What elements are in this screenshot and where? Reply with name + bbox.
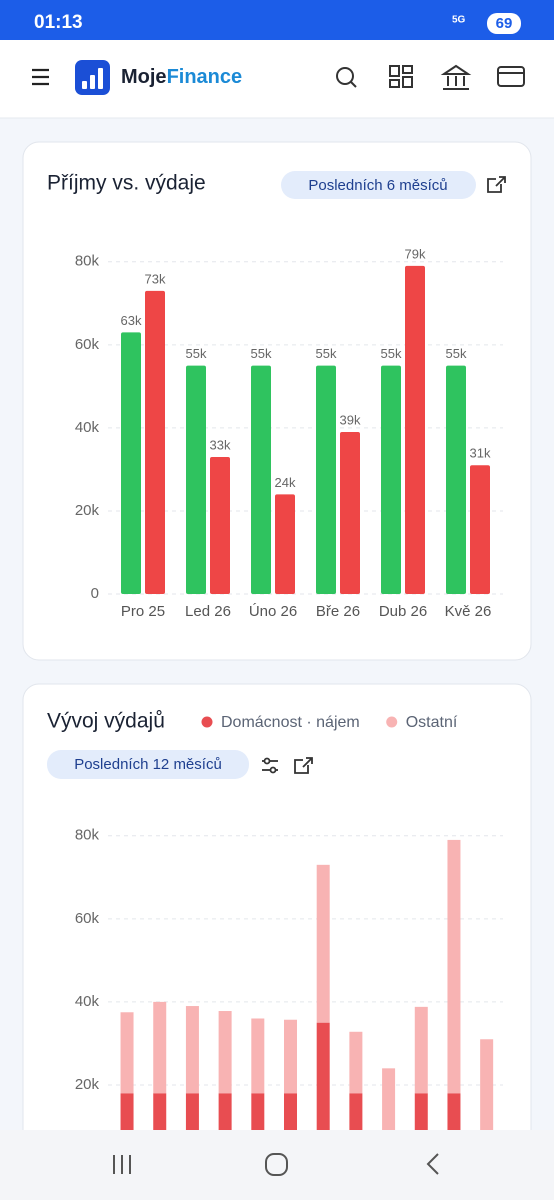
y-tick-label: 60k — [75, 336, 100, 353]
bar-segment — [153, 1001, 167, 1094]
value-label: 55k — [446, 346, 467, 361]
back-button[interactable] — [426, 1153, 439, 1175]
header-icons — [336, 64, 525, 90]
dashboard-button[interactable] — [389, 65, 413, 88]
filter-button[interactable] — [262, 757, 278, 774]
x-tick-label: Pro 25 — [121, 603, 165, 620]
y-tick-label: 20k — [75, 1076, 100, 1093]
bar — [145, 290, 165, 594]
home-button[interactable] — [265, 1153, 288, 1176]
open-button[interactable] — [294, 757, 313, 774]
bar-segment — [120, 1012, 134, 1094]
bar — [470, 465, 490, 594]
value-label: 33k — [210, 437, 231, 452]
value-label: 55k — [186, 346, 207, 361]
bar-segment — [447, 839, 461, 1094]
value-label: 63k — [121, 313, 142, 328]
y-tick-label: 60k — [75, 910, 100, 927]
card-button[interactable] — [497, 66, 525, 87]
bar-segment — [185, 1006, 199, 1094]
x-tick-label: Kvě 26 — [445, 603, 492, 620]
value-label: 31k — [470, 446, 491, 461]
value-label: 79k — [405, 246, 426, 261]
y-tick-label: 40k — [75, 993, 100, 1010]
bar-segment — [251, 1018, 265, 1094]
bar-segment — [316, 864, 330, 1023]
legend: Domácnost · nájem Ostatní — [201, 714, 458, 731]
bar-segment — [218, 1011, 232, 1094]
bar-segment — [284, 1019, 298, 1094]
x-tick-label: Bře 26 — [316, 603, 360, 620]
nav-bar — [0, 1130, 554, 1200]
value-label: 55k — [251, 346, 272, 361]
bank-button[interactable] — [440, 64, 472, 90]
bar — [121, 332, 141, 594]
period-badge[interactable] — [281, 171, 476, 199]
search-button[interactable] — [336, 67, 357, 88]
brand-name: MojeFinance — [121, 66, 242, 88]
y-tick-label: 20k — [75, 502, 100, 519]
nav-buttons — [113, 1153, 439, 1176]
bar — [186, 365, 206, 594]
y-tick-label: 0 — [91, 585, 99, 602]
bar — [446, 365, 466, 594]
value-label: 73k — [145, 271, 166, 286]
open-button[interactable] — [487, 176, 506, 193]
value-label: 55k — [316, 346, 337, 361]
legend-swatch — [201, 716, 213, 728]
chart: 0 20k 40k 60k 80k Pro 25 Led 26 Úno 26 Bře 26 Dub… — [75, 246, 503, 620]
value-label: 39k — [340, 412, 361, 427]
y-tick-label: 80k — [75, 253, 100, 270]
bar — [275, 494, 295, 594]
status-time: 01:13 — [34, 12, 83, 33]
bar-segment — [349, 1031, 363, 1094]
chart-title: Příjmy vs. výdaje — [47, 172, 206, 195]
bar — [251, 365, 271, 594]
recents-button[interactable] — [113, 1155, 131, 1174]
bar — [210, 456, 230, 594]
chart-card — [22, 683, 532, 1200]
bar — [340, 432, 360, 594]
battery-icon — [487, 13, 521, 34]
menu-button[interactable] — [32, 68, 49, 86]
value-label: 55k — [381, 346, 402, 361]
period-badge[interactable] — [47, 750, 249, 779]
y-tick-label: 80k — [75, 827, 100, 844]
status-battery: 69 — [496, 15, 513, 32]
x-tick-label: Úno 26 — [249, 603, 297, 620]
legend-swatch — [386, 716, 398, 728]
legend-label: Ostatní — [406, 714, 458, 731]
x-tick-label: Led 26 — [185, 603, 231, 620]
bar-segment — [414, 1006, 428, 1094]
value-label: 24k — [275, 475, 296, 490]
bar — [316, 365, 336, 594]
x-tick-label: Dub 26 — [379, 603, 427, 620]
brand-logo — [75, 60, 110, 95]
status-network: 5G — [452, 15, 466, 26]
bar — [405, 265, 425, 594]
period-label: Posledních 12 měsíců — [74, 756, 222, 773]
period-label: Posledních 6 měsíců — [308, 177, 447, 194]
chart-title: Vývoj výdajů — [47, 710, 165, 733]
status-bar — [0, 0, 554, 40]
y-tick-label: 40k — [75, 419, 100, 436]
bar — [381, 365, 401, 594]
legend-label: Domácnost · nájem — [221, 714, 360, 731]
